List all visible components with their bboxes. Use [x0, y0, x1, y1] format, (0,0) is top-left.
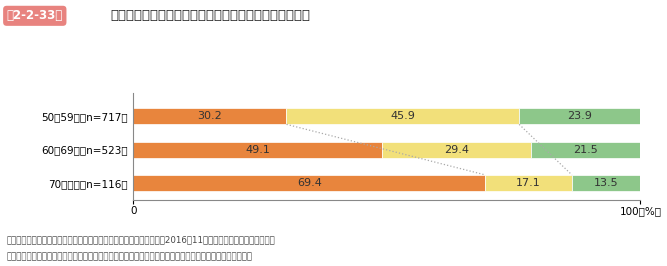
Bar — [519, 109, 640, 124]
Bar — [572, 175, 640, 191]
Text: 経営者の年代別に見た、後継者候補がいない企業の状況: 経営者の年代別に見た、後継者候補がいない企業の状況 — [110, 9, 310, 22]
Text: 17.1: 17.1 — [516, 178, 541, 188]
Text: 69.4: 69.4 — [297, 178, 321, 188]
Bar — [532, 142, 640, 157]
Text: 29.4: 29.4 — [444, 145, 470, 155]
Text: 49.1: 49.1 — [245, 145, 270, 155]
Text: 資料：中小企業庁委託「企業経営の継続に関するアンケート調査」（2016年11月、（株）東京商工リサーチ）: 資料：中小企業庁委託「企業経営の継続に関するアンケート調査」（2016年11月、… — [7, 235, 275, 244]
Bar — [133, 175, 485, 191]
Text: 23.9: 23.9 — [568, 111, 592, 121]
Text: （注）経営を任せる後継者について「候補者もいない、または未定である」と回答した者を集計している。: （注）経営を任せる後継者について「候補者もいない、または未定である」と回答した者… — [7, 253, 253, 262]
Text: 21.5: 21.5 — [574, 145, 598, 155]
Bar — [133, 109, 287, 124]
Text: 45.9: 45.9 — [390, 111, 416, 121]
Text: 第2-2-33図: 第2-2-33図 — [7, 9, 63, 22]
Text: 30.2: 30.2 — [197, 111, 222, 121]
Bar — [485, 175, 572, 191]
Bar — [382, 142, 532, 157]
Bar — [287, 109, 519, 124]
Text: 13.5: 13.5 — [594, 178, 618, 188]
Bar — [133, 142, 382, 157]
